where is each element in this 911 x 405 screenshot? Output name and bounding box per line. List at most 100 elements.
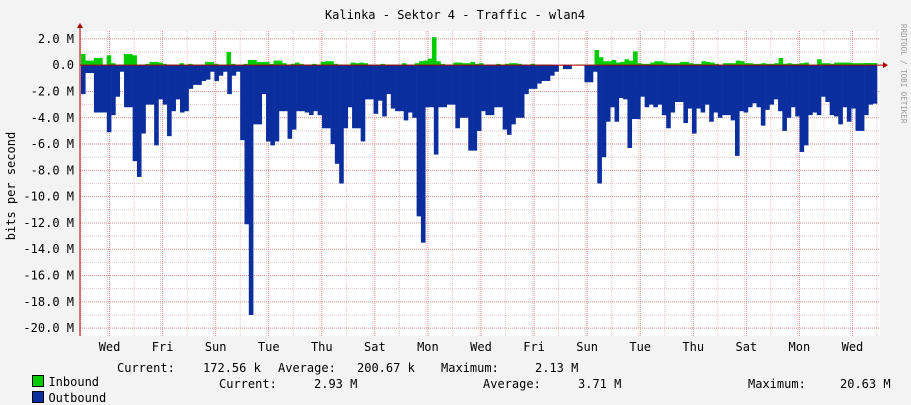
- inbound-bar: [842, 62, 848, 66]
- inbound-bar: [354, 63, 360, 66]
- inbound-bar: [838, 62, 844, 66]
- outbound-bar: [93, 65, 99, 113]
- outbound-bar: [214, 65, 219, 81]
- inbound-bar: [710, 62, 715, 66]
- outbound-bar: [330, 65, 336, 145]
- inbound-name: Inbound: [48, 375, 100, 389]
- inbound-bar: [277, 60, 283, 66]
- outbound-bar: [218, 65, 224, 76]
- outbound-bar: [158, 65, 164, 100]
- outbound-bar: [442, 65, 448, 108]
- outbound-bar: [188, 65, 194, 89]
- inbound-bar: [504, 63, 510, 66]
- outbound-bar: [382, 65, 387, 117]
- outbound-bar: [347, 65, 353, 108]
- inbound-bar: [243, 63, 249, 66]
- inbound-bar: [782, 63, 788, 66]
- outbound-bar: [171, 65, 176, 112]
- inbound-bar: [457, 62, 463, 66]
- outbound-bar: [136, 65, 142, 177]
- outbound-bar: [257, 65, 263, 125]
- outbound-bar: [184, 65, 189, 112]
- outbound-average-value: 3.71 M: [578, 377, 622, 391]
- outbound-bar: [864, 65, 869, 116]
- outbound-bar: [119, 65, 125, 72]
- inbound-bar: [654, 61, 660, 66]
- outbound-bar: [321, 65, 327, 129]
- inbound-bar: [825, 63, 831, 66]
- outbound-bar: [795, 65, 800, 117]
- outbound-bar: [743, 65, 749, 113]
- outbound-bar: [459, 65, 465, 118]
- inbound-bar: [149, 61, 155, 66]
- inbound-current-label: Current:: [117, 361, 175, 375]
- outbound-bar: [360, 65, 366, 142]
- inbound-bar: [624, 59, 630, 66]
- inbound-bar: [650, 62, 655, 66]
- outbound-bar: [369, 65, 374, 100]
- inbound-bar: [431, 37, 437, 66]
- inbound-bar: [705, 61, 711, 66]
- outbound-bar: [610, 65, 615, 108]
- outbound-bar: [601, 65, 607, 158]
- outbound-bar: [778, 65, 783, 112]
- outbound-bar: [356, 65, 361, 129]
- inbound-bar: [290, 63, 296, 66]
- x-tick-label: Tue: [629, 340, 651, 354]
- outbound-bar: [588, 65, 594, 83]
- inbound-bar: [859, 63, 865, 66]
- y-tick-label: -18.0 M: [23, 295, 74, 309]
- inbound-bar: [795, 63, 801, 66]
- inbound-bar: [714, 63, 719, 66]
- y-tick-label: -16.0 M: [23, 269, 74, 283]
- x-tick-label: Mon: [789, 340, 811, 354]
- inbound-bar: [282, 63, 287, 66]
- inbound-bar: [872, 62, 878, 66]
- outbound-bar: [222, 65, 228, 72]
- outbound-bar: [343, 65, 349, 129]
- outbound-bar: [485, 65, 491, 116]
- outbound-bar: [227, 65, 232, 95]
- inbound-bar: [363, 63, 369, 66]
- inbound-bar: [128, 54, 133, 66]
- outbound-bar: [231, 65, 237, 76]
- outbound-bar: [235, 65, 241, 72]
- outbound-bar: [851, 65, 856, 109]
- inbound-bar: [209, 61, 214, 66]
- outbound-bar: [141, 65, 146, 134]
- outbound-bar: [115, 65, 121, 97]
- outbound-bar: [730, 65, 736, 121]
- legend-inbound: Inbound: [18, 361, 99, 389]
- x-tick-label: Wed: [470, 340, 492, 354]
- inbound-bar: [770, 63, 775, 66]
- y-axis-ticks: 2.0 M 0.0 -2.0 M -4.0 M -6.0 M -8.0 M -10.0 M -…: [23, 32, 74, 335]
- inbound-bar: [419, 61, 424, 66]
- inbound-bar: [153, 61, 159, 66]
- outbound-bar: [102, 65, 108, 113]
- y-tick-label: -10.0 M: [23, 190, 74, 204]
- outbound-bar: [666, 65, 671, 129]
- outbound-bar: [808, 65, 813, 116]
- outbound-bar: [412, 65, 417, 118]
- inbound-bar: [256, 61, 262, 66]
- inbound-bar: [453, 62, 458, 66]
- outbound-bar: [515, 65, 521, 118]
- inbound-average-label: Average:: [278, 361, 336, 375]
- outbound-bar: [584, 65, 590, 83]
- inbound-bar: [132, 55, 137, 66]
- inbound-bar: [633, 51, 638, 66]
- inbound-bar: [414, 63, 420, 66]
- inbound-bar: [765, 63, 771, 66]
- inbound-bar: [663, 62, 668, 66]
- outbound-bar: [210, 65, 215, 72]
- inbound-bar: [620, 61, 625, 66]
- inbound-bar: [380, 63, 386, 66]
- inbound-bar: [496, 63, 501, 66]
- inbound-bar: [697, 63, 702, 66]
- inbound-bar: [727, 63, 732, 66]
- inbound-bar: [158, 62, 163, 66]
- inbound-bar: [145, 63, 150, 66]
- outbound-bar: [752, 65, 757, 104]
- inbound-bar: [350, 62, 356, 66]
- inbound-bar: [213, 63, 219, 66]
